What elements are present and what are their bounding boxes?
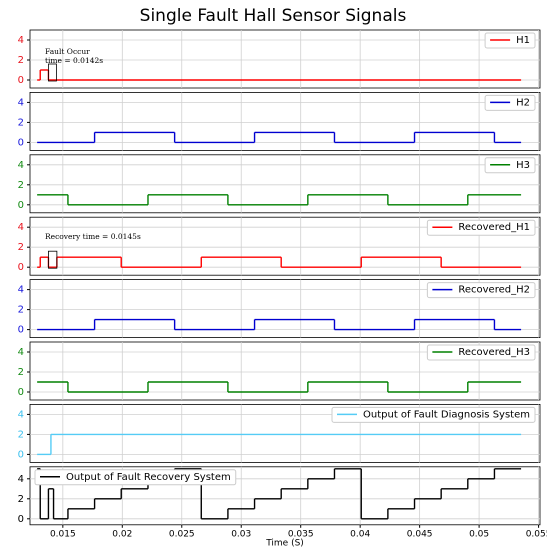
x-tick-label: 0.035 bbox=[288, 529, 314, 539]
y-tick-label: 2 bbox=[18, 305, 24, 316]
y-tick-label: 4 bbox=[18, 97, 24, 108]
y-tick-label: 2 bbox=[18, 242, 24, 253]
y-tick-label: 4 bbox=[18, 35, 24, 46]
y-tick-label: 0 bbox=[18, 137, 24, 148]
y-tick-label: 2 bbox=[18, 180, 24, 191]
legend: Recovered_H3 bbox=[426, 344, 536, 361]
y-tick-label: 2 bbox=[18, 429, 24, 440]
y-tick-label: 2 bbox=[18, 367, 24, 378]
legend: H1 bbox=[484, 32, 536, 49]
legend-box bbox=[426, 344, 536, 361]
y-tick-label: 0 bbox=[18, 75, 24, 86]
y-tick-label: 4 bbox=[18, 285, 24, 296]
legend-label: H1 bbox=[516, 35, 530, 46]
legend-box bbox=[426, 282, 536, 299]
y-tick-label: 0 bbox=[18, 262, 24, 273]
legend-label: H3 bbox=[516, 160, 530, 171]
x-tick-label: 0.04 bbox=[350, 529, 370, 539]
x-axis-label: Time (S) bbox=[265, 538, 304, 548]
y-tick-label: 4 bbox=[18, 160, 24, 171]
legend-label: Output of Fault Recovery System bbox=[66, 472, 231, 483]
legend-label: Recovered_H2 bbox=[458, 285, 530, 296]
x-tick-label: 0.025 bbox=[169, 529, 195, 539]
y-tick-label: 4 bbox=[18, 347, 24, 358]
legend-label: Recovered_H1 bbox=[458, 222, 530, 233]
x-tick-label: 0.055 bbox=[526, 529, 547, 539]
legend-label: Recovered_H3 bbox=[458, 347, 530, 358]
y-tick-label: 2 bbox=[18, 117, 24, 128]
legend-label: H2 bbox=[516, 97, 530, 108]
x-tick-label: 0.05 bbox=[469, 529, 489, 539]
legend: Recovered_H1 bbox=[426, 219, 536, 236]
y-tick-label: 0 bbox=[18, 200, 24, 211]
y-tick-label: 0 bbox=[18, 449, 24, 460]
y-tick-label: 4 bbox=[18, 474, 24, 485]
chart-title: Single Fault Hall Sensor Signals bbox=[140, 6, 407, 26]
legend-box bbox=[34, 469, 237, 486]
y-tick-label: 4 bbox=[18, 409, 24, 420]
x-tick-label: 0.015 bbox=[50, 529, 76, 539]
x-tick-label: 0.02 bbox=[112, 529, 132, 539]
y-tick-label: 0 bbox=[18, 325, 24, 336]
legend: Output of Fault Diagnosis System bbox=[331, 406, 536, 423]
legend-label: Output of Fault Diagnosis System bbox=[363, 409, 530, 420]
y-tick-label: 0 bbox=[18, 514, 24, 525]
x-tick-label: 0.03 bbox=[231, 529, 251, 539]
legend-box bbox=[331, 406, 536, 423]
legend: Recovered_H2 bbox=[426, 282, 536, 299]
y-tick-label: 4 bbox=[18, 222, 24, 233]
x-tick-label: 0.045 bbox=[407, 529, 433, 539]
annotation: Fault Occur bbox=[45, 47, 90, 56]
legend-box bbox=[426, 219, 536, 236]
y-tick-label: 2 bbox=[18, 494, 24, 505]
y-tick-label: 0 bbox=[18, 387, 24, 398]
plot-area bbox=[29, 92, 541, 151]
legend: Output of Fault Recovery System bbox=[34, 469, 237, 486]
legend: H2 bbox=[484, 94, 536, 111]
annotation-bracket bbox=[48, 250, 58, 269]
annotation: time = 0.0142s bbox=[45, 56, 103, 65]
y-tick-label: 2 bbox=[18, 55, 24, 66]
legend: H3 bbox=[484, 157, 536, 174]
annotation: Recovery time = 0.0145s bbox=[45, 232, 141, 241]
annotation-bracket bbox=[48, 63, 57, 82]
